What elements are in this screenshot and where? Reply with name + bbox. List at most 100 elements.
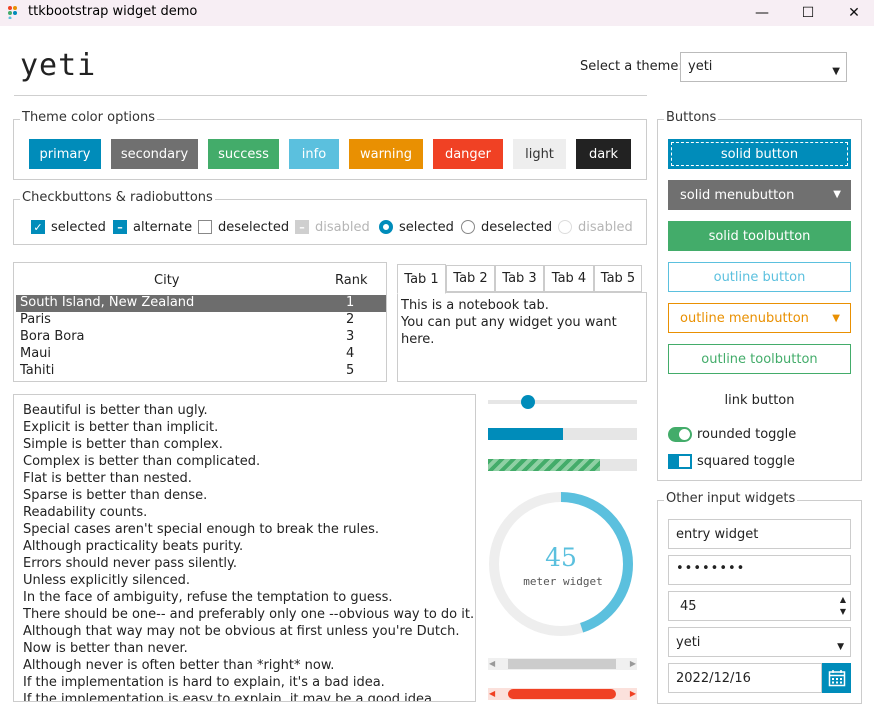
table-row[interactable]: Maui 4 [16,346,386,363]
solid-toolbutton[interactable]: solid toolbutton [668,221,851,251]
table-cell-rank: 2 [346,312,355,327]
chevron-down-icon: ▼ [832,313,840,324]
date-field[interactable]: 2022/12/16 [668,663,822,693]
spinbox[interactable]: 45 ▲ ▼ [668,591,851,621]
check-deselected[interactable] [198,220,212,234]
table-row[interactable]: Tahiti 5 [16,363,386,380]
table-row[interactable]: Bora Bora 3 [16,329,386,346]
text-line: Beautiful is better than ugly. [23,403,208,418]
zen-lines: Beautiful is better than ugly. Explicit i… [23,402,475,701]
outline-toolbutton[interactable]: outline toolbutton [668,344,851,374]
radio-deselected-label: deselected [481,220,553,235]
notebook-text-line1: This is a notebook tab. [401,298,549,313]
meter-value: 45 [545,543,577,572]
table-header-city[interactable]: City [154,273,180,288]
outline-menubutton[interactable]: outline menubutton ▼ [668,303,851,333]
radio-selected[interactable] [379,220,393,234]
meter-arc [489,492,633,636]
success-button[interactable]: success [208,139,279,169]
spin-down-icon[interactable]: ▼ [839,607,846,616]
check-selected-label: selected [51,220,106,235]
text-line: Explicit is better than implicit. [23,420,219,435]
calendar-button[interactable] [822,663,851,693]
table-row[interactable]: Paris 2 [16,312,386,329]
link-button[interactable]: link button [724,392,795,408]
tab-2[interactable]: Tab 2 [446,265,495,292]
arrow-left-icon[interactable]: ◀ [489,659,496,668]
check-deselected-label: deselected [218,220,290,235]
inputs-frame: Other input widgets [657,491,862,704]
primary-button[interactable]: primary [29,139,101,169]
checks-frame: Checkbuttons & radiobuttons [13,190,647,245]
text-line: If the implementation is hard to explain… [23,675,385,690]
text-line: Although practicality beats purity. [23,539,244,554]
squared-toggle-label: squared toggle [697,454,795,469]
radio-deselected[interactable] [461,220,475,234]
zen-text-area[interactable]: Beautiful is better than ugly. Explicit i… [13,394,476,702]
app-icon [8,6,17,19]
tab-3[interactable]: Tab 3 [495,265,544,292]
check-disabled: – [295,220,309,234]
table-cell-city: Paris [20,312,51,327]
warning-button[interactable]: warning [349,139,423,169]
arrow-right-icon[interactable]: ▶ [629,659,636,668]
password-field[interactable]: •••••••• [668,555,851,585]
squared-toggle[interactable] [668,454,692,469]
theme-combobox[interactable]: yeti ▼ [680,52,847,82]
meter-widget[interactable] [488,491,634,637]
tab-1[interactable]: Tab 1 [397,264,446,294]
scrollbar-horizontal-1[interactable]: ◀ ▶ [488,658,637,670]
theme-color-frame: Theme color options [13,110,647,180]
table-cell-rank: 4 [346,346,355,361]
table-row[interactable]: South Island, New Zealand 1 [16,295,386,312]
scrollbar-horizontal-2[interactable]: ◀ ▶ [488,688,637,700]
outline-menubutton-label: outline menubutton [680,310,809,326]
maximize-button[interactable]: ☐ [785,0,831,26]
dark-button[interactable]: dark [576,139,631,169]
text-line: Simple is better than complex. [23,437,223,452]
toggle-knob [679,429,690,440]
meter-label: meter widget [523,575,603,588]
light-button[interactable]: light [513,139,566,169]
scrollbar-thumb[interactable] [508,659,616,669]
text-line: Readability counts. [23,505,148,520]
tab-4[interactable]: Tab 4 [544,265,594,292]
text-line: Complex is better than complicated. [23,454,261,469]
outline-button[interactable]: outline button [668,262,851,292]
buttons-frame-title: Buttons [664,110,719,125]
entry-field[interactable]: entry widget [668,519,851,549]
table-cell-city: Tahiti [20,363,55,378]
info-button[interactable]: info [289,139,339,169]
solid-button[interactable]: solid button [668,139,851,169]
check-selected[interactable]: ✓ [31,220,45,234]
table-cell-rank: 5 [346,363,355,378]
close-button[interactable]: ✕ [831,0,874,26]
scale-track[interactable] [488,400,637,404]
combobox[interactable]: yeti ▼ [668,627,851,657]
danger-button[interactable]: danger [433,139,503,169]
table-header-rank[interactable]: Rank [335,273,368,288]
notebook-pane: This is a notebook tab. You can put any … [397,292,647,382]
rounded-toggle[interactable] [668,427,692,442]
table-cell-rank: 3 [346,329,355,344]
check-alternate-label: alternate [133,220,193,235]
spin-up-icon[interactable]: ▲ [839,595,846,604]
rounded-toggle-label: rounded toggle [697,427,797,442]
text-line: Although that way may not be obvious at … [23,624,460,639]
scrollbar-thumb[interactable] [508,689,616,699]
inputs-frame-title: Other input widgets [664,491,798,506]
solid-menubutton[interactable]: solid menubutton ▼ [668,180,851,210]
chevron-down-icon[interactable]: ▼ [837,642,844,652]
theme-select-label: Select a theme: [580,59,683,74]
check-alternate[interactable]: – [113,220,127,234]
minimize-button[interactable]: — [739,0,785,26]
window-title: ttkbootstrap widget demo [28,4,198,19]
arrow-left-icon[interactable]: ◀ [489,689,496,698]
maximize-icon: ☐ [801,5,815,21]
tab-5[interactable]: Tab 5 [594,265,642,292]
arrow-right-icon[interactable]: ▶ [629,689,636,698]
scale-handle[interactable] [521,395,536,409]
text-line: Errors should never pass silently. [23,556,238,571]
secondary-button[interactable]: secondary [111,139,198,169]
chevron-down-icon: ▼ [832,66,840,77]
